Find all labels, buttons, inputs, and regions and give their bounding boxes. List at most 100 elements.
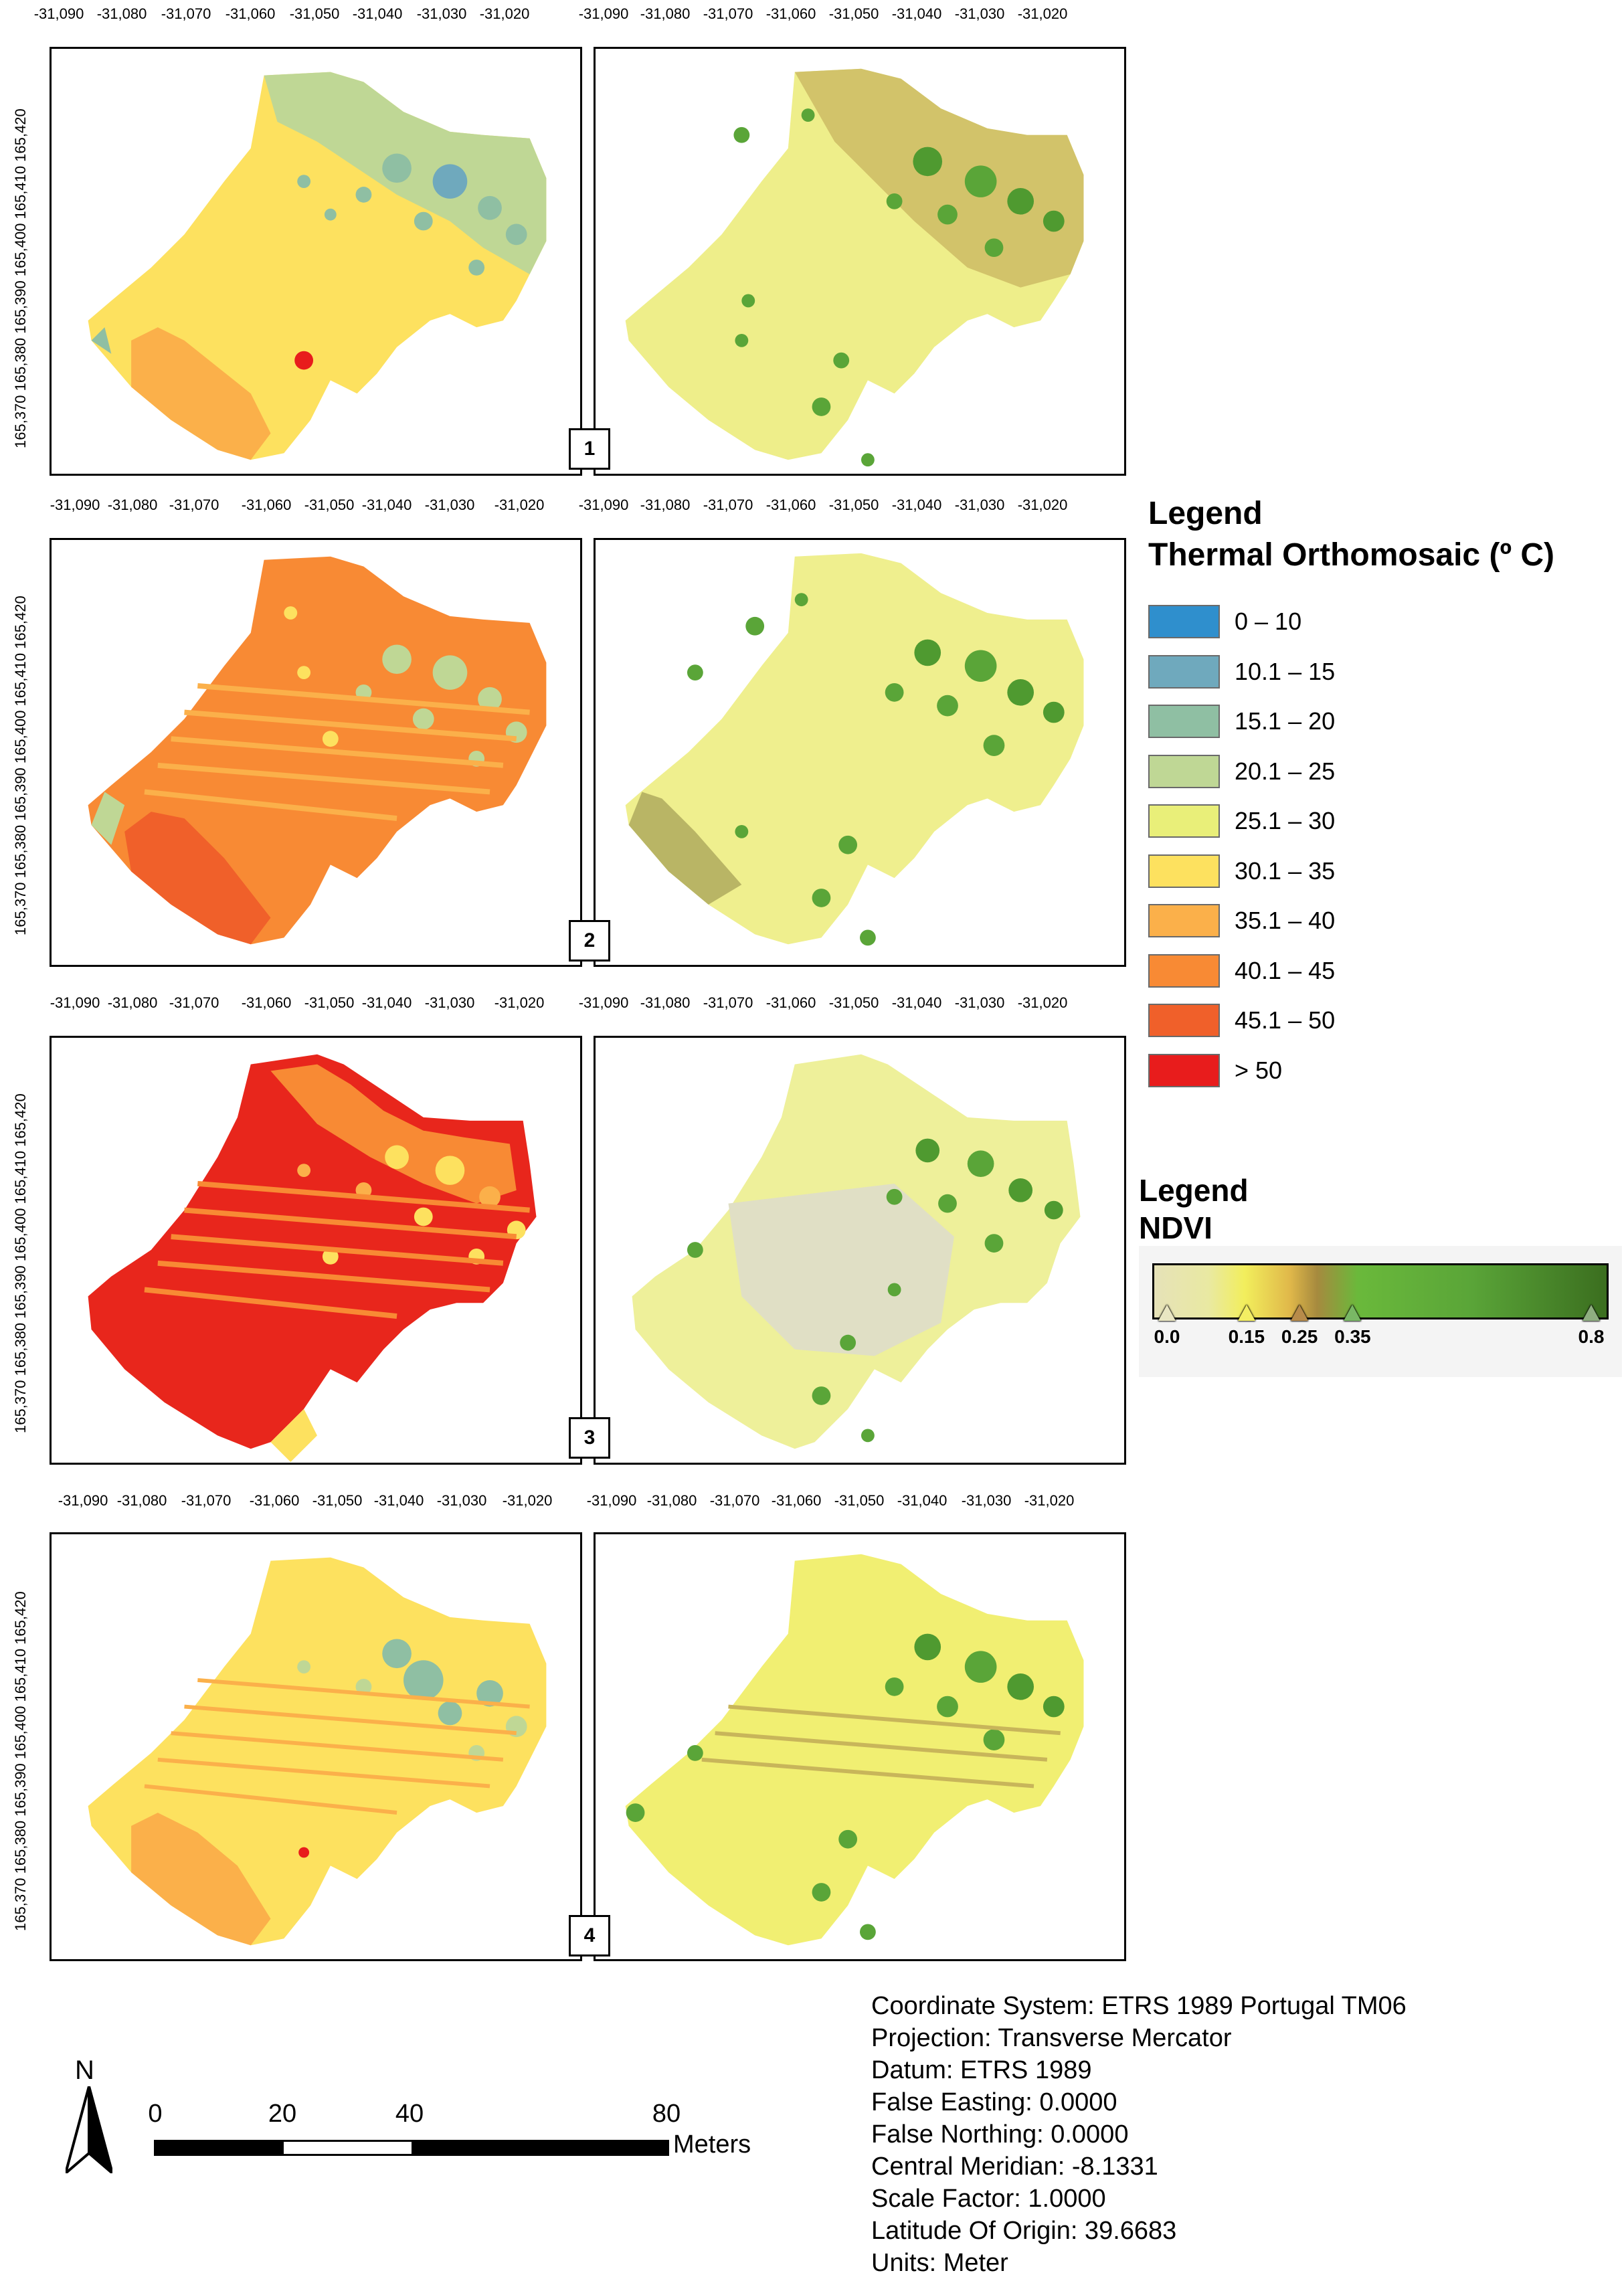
x-axis-tick-label: -31,040: [361, 994, 412, 1011]
x-axis-tick-label: -31,090: [50, 496, 100, 513]
ndvi-tick-label: 0.8: [1578, 1326, 1605, 1347]
x-axis-tick-label: -31,070: [709, 1492, 760, 1509]
ndvi-map-panel-1: [594, 47, 1126, 476]
x-axis-tick-label: -31,070: [169, 994, 219, 1011]
north-label: N: [75, 2056, 94, 2085]
ndvi-orthomosaic-2: [625, 553, 1084, 946]
x-axis-tick-label: -31,020: [494, 496, 545, 513]
thermal-orthomosaic-2: [88, 556, 547, 945]
x-axis-tick-label: -31,080: [640, 496, 691, 513]
thermal-map-panel-3: [50, 1036, 582, 1465]
x-axis-tick-label: -31,060: [249, 1492, 300, 1509]
panel-number-3: 3: [569, 1417, 610, 1459]
x-axis-tick-label: -31,030: [954, 5, 1005, 22]
ndvi-orthomosaic-1: [625, 68, 1084, 467]
scale-label-0: 0: [148, 2100, 163, 2128]
scale-label-20: 20: [268, 2100, 297, 2128]
thermal-legend-label: 25.1 – 30: [1235, 807, 1336, 834]
thermal-legend-item: 25.1 – 30: [1148, 804, 1335, 838]
x-axis-tick-label: -31,040: [361, 496, 412, 513]
ndvi-tick-marker: [1291, 1305, 1309, 1321]
x-axis-tick-label: -31,070: [161, 5, 211, 22]
x-axis-tick-label: -31,030: [954, 994, 1005, 1011]
x-axis-tick-label: -31,050: [289, 5, 340, 22]
y-axis-ticks-row-3: 165,370 165,380 165,390 165,400 165,410 …: [12, 1093, 29, 1433]
x-axis-tick-label: -31,030: [424, 496, 475, 513]
x-axis-tick-label: -31,050: [304, 994, 355, 1011]
ndvi-tick-marker: [1237, 1305, 1255, 1321]
ndvi-legend-subtitle: NDVI: [1139, 1210, 1212, 1245]
thermal-map-panel-4: [50, 1532, 582, 1961]
x-axis-tick-label: -31,040: [352, 5, 403, 22]
x-axis-tick-label: -31,090: [578, 5, 629, 22]
thermal-legend-item: 40.1 – 45: [1148, 953, 1336, 988]
x-axis-tick-label: -31,020: [1017, 5, 1068, 22]
projection-info-line: Projection: Transverse Mercator: [871, 2024, 1232, 2052]
thermal-orthomosaic-1: [88, 72, 547, 460]
x-axis-tick-label: -31,050: [828, 5, 879, 22]
x-axis-tick-label: -31,060: [765, 994, 816, 1011]
x-axis-tick-label: -31,040: [897, 1492, 948, 1509]
x-axis-tick-label: -31,040: [891, 994, 942, 1011]
scale-label-80: 80: [652, 2100, 681, 2128]
x-axis-tick-label: -31,090: [586, 1492, 637, 1509]
y-axis-ticks-row-4: 165,370 165,380 165,390 165,400 165,410 …: [12, 1591, 29, 1931]
thermal-legend-swatch: [1148, 754, 1220, 788]
projection-info-line: Central Meridian: -8.1331: [871, 2153, 1158, 2181]
x-axis-tick-label: -31,060: [771, 1492, 822, 1509]
scale-unit: Meters: [673, 2130, 751, 2159]
thermal-legend-label: > 50: [1235, 1056, 1283, 1084]
x-axis-tick-label: -31,080: [646, 1492, 697, 1509]
thermal-legend-label: 35.1 – 40: [1235, 907, 1336, 934]
x-axis-tick-label: -31,080: [107, 496, 158, 513]
ndvi-tick-marker: [1583, 1305, 1600, 1321]
thermal-legend-item: 10.1 – 15: [1148, 654, 1335, 689]
x-axis-tick-label: -31,090: [58, 1492, 108, 1509]
x-axis-tick-label: -31,020: [479, 5, 530, 22]
thermal-legend-swatch: [1148, 854, 1220, 888]
thermal-legend-title: Legend: [1148, 496, 1263, 531]
thermal-orthomosaic-4: [88, 1557, 547, 1946]
x-axis-tick-label: -31,050: [828, 994, 879, 1011]
x-axis-tick-label: -31,020: [1024, 1492, 1075, 1509]
thermal-legend-swatch: [1148, 705, 1220, 738]
panel-number-2: 2: [569, 920, 610, 962]
ndvi-tick-marker: [1158, 1305, 1176, 1321]
thermal-legend-item: 0 – 10: [1148, 605, 1301, 638]
thermal-legend-label: 30.1 – 35: [1235, 856, 1336, 885]
x-axis-tick-label: -31,070: [703, 994, 753, 1011]
x-axis-tick-label: -31,060: [765, 496, 816, 513]
scale-label-40: 40: [395, 2100, 424, 2128]
thermal-legend-label: 40.1 – 45: [1235, 956, 1336, 984]
panel-number-1: 1: [569, 428, 610, 470]
panel-number-4: 4: [569, 1915, 610, 1956]
x-axis-tick-label: -31,060: [765, 5, 816, 22]
thermal-legend-swatch: [1148, 804, 1220, 838]
x-axis-tick-label: -31,030: [961, 1492, 1012, 1509]
thermal-legend-label: 15.1 – 20: [1235, 707, 1336, 735]
thermal-legend-label: 0 – 10: [1235, 608, 1302, 635]
x-axis-tick-label: -31,020: [1017, 496, 1068, 513]
projection-info-line: Scale Factor: 1.0000: [871, 2185, 1106, 2213]
x-axis-tick-label: -31,030: [436, 1492, 487, 1509]
x-axis-tick-label: -31,090: [578, 496, 629, 513]
x-axis-tick-label: -31,090: [50, 994, 100, 1011]
thermal-legend-item: 35.1 – 40: [1148, 904, 1335, 937]
thermal-legend-swatch: [1148, 605, 1220, 638]
ndvi-map-panel-3: [594, 1036, 1126, 1465]
thermal-legend-swatch: [1148, 654, 1220, 689]
ndvi-color-ramp: [1152, 1263, 1609, 1319]
x-axis-tick-label: -31,030: [424, 994, 475, 1011]
ndvi-orthomosaic-3: [632, 1054, 1081, 1449]
north-arrow-icon: [66, 2086, 112, 2173]
x-axis-tick-label: -31,090: [578, 994, 629, 1011]
ndvi-orthomosaic-4: [625, 1554, 1084, 1946]
ndvi-legend-title: Legend: [1139, 1173, 1249, 1208]
thermal-legend-label: 45.1 – 50: [1235, 1006, 1336, 1034]
scale-bar: [154, 2140, 669, 2156]
thermal-legend-label: 20.1 – 25: [1235, 757, 1336, 785]
thermal-legend-subtitle: Thermal Orthomosaic (º C): [1148, 537, 1554, 573]
x-axis-tick-label: -31,090: [33, 5, 84, 22]
thermal-legend-item: 15.1 – 20: [1148, 705, 1335, 738]
x-axis-tick-label: -31,040: [891, 496, 942, 513]
